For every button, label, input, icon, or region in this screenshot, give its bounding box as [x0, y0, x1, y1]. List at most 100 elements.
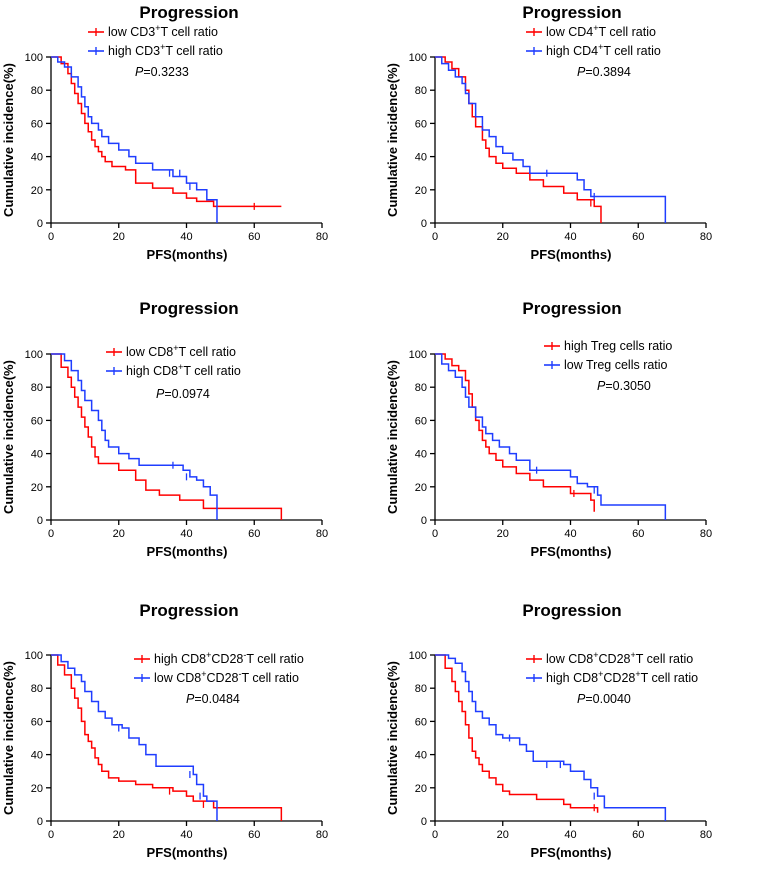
y-axis-title: Cumulative incidence(%)	[385, 360, 400, 514]
y-tick-label: 60	[415, 415, 427, 427]
x-tick-label: 80	[316, 829, 328, 841]
y-tick-label: 100	[25, 349, 43, 361]
km-panel-3: Progression 0 20 40 60 80 0 20 40 60 80 100 PFS(mont…	[1, 299, 328, 559]
km-panel-4: Progression 0 20 40 60 80 0 20 40 60 80 100 PFS(mont…	[385, 299, 712, 559]
y-tick-label: 40	[415, 750, 427, 762]
legend-label: low CD8+T cell ratio	[126, 343, 236, 359]
x-tick-label: 80	[700, 528, 712, 540]
y-tick-label: 20	[415, 482, 427, 494]
legend-label: high Treg cells ratio	[564, 339, 672, 353]
y-tick-label: 100	[409, 650, 427, 662]
x-tick-label: 60	[632, 231, 644, 243]
km-curve-blue	[51, 353, 218, 520]
y-tick-label: 60	[415, 716, 427, 728]
y-tick-label: 80	[415, 85, 427, 97]
legend-label: low CD8+CD28+T cell ratio	[546, 650, 693, 666]
km-curve-blue	[51, 56, 218, 223]
legend-label: low CD4+T cell ratio	[546, 23, 656, 39]
km-curve-red	[51, 654, 283, 821]
x-axis-title: PFS(months)	[531, 845, 612, 860]
y-tick-label: 20	[31, 482, 43, 494]
x-tick-label: 20	[113, 528, 125, 540]
km-curve-red	[435, 654, 599, 813]
x-axis-title: PFS(months)	[147, 845, 228, 860]
x-tick-label: 20	[497, 528, 509, 540]
p-value: P=0.3894	[577, 65, 631, 79]
y-axis-title: Cumulative incidence(%)	[1, 360, 16, 514]
y-tick-label: 40	[31, 750, 43, 762]
panel-title: Progression	[522, 3, 621, 22]
y-tick-label: 20	[415, 185, 427, 197]
x-tick-label: 20	[113, 829, 125, 841]
y-tick-label: 0	[421, 816, 427, 828]
km-curve-red	[51, 353, 283, 520]
km-curve-red	[435, 56, 602, 223]
x-tick-label: 40	[564, 231, 576, 243]
x-tick-label: 0	[48, 231, 54, 243]
y-axis-title: Cumulative incidence(%)	[1, 63, 16, 217]
x-tick-label: 80	[316, 231, 328, 243]
km-curve-blue	[435, 56, 667, 223]
x-tick-label: 40	[564, 829, 576, 841]
x-tick-label: 60	[248, 829, 260, 841]
km-curve-blue	[435, 654, 667, 821]
x-tick-label: 80	[700, 231, 712, 243]
y-tick-label: 80	[31, 683, 43, 695]
km-curve-red	[435, 353, 595, 512]
y-tick-label: 40	[31, 152, 43, 164]
panel-title: Progression	[139, 3, 238, 22]
km-curve-blue	[51, 654, 218, 821]
legend-label: high CD8+T cell ratio	[126, 362, 241, 378]
y-tick-label: 0	[421, 218, 427, 230]
legend-label: high CD8+CD28+T cell ratio	[546, 669, 698, 685]
y-tick-label: 100	[409, 349, 427, 361]
y-tick-label: 60	[31, 415, 43, 427]
p-value: P=0.0484	[186, 692, 240, 706]
panel-title: Progression	[139, 601, 238, 620]
y-tick-label: 20	[31, 783, 43, 795]
y-tick-label: 80	[31, 85, 43, 97]
p-value: P=0.3050	[597, 379, 651, 393]
x-tick-label: 20	[497, 829, 509, 841]
x-tick-label: 0	[48, 528, 54, 540]
y-tick-label: 60	[31, 118, 43, 130]
panel-title: Progression	[522, 299, 621, 318]
legend-label: high CD4+T cell ratio	[546, 42, 661, 58]
y-axis-title: Cumulative incidence(%)	[1, 661, 16, 815]
x-tick-label: 80	[700, 829, 712, 841]
legend-label: high CD8+CD28-T cell ratio	[154, 650, 304, 666]
x-tick-label: 0	[432, 528, 438, 540]
p-value: P=0.0974	[156, 387, 210, 401]
y-tick-label: 80	[31, 382, 43, 394]
km-curve-red	[51, 56, 282, 208]
legend-label: low Treg cells ratio	[564, 358, 668, 372]
y-tick-label: 60	[415, 118, 427, 130]
x-axis-title: PFS(months)	[531, 247, 612, 262]
km-panel-2: Progression 0 20 40 60 80 0 20 40 60 80 100 PFS(mont…	[385, 3, 712, 262]
y-tick-label: 40	[415, 152, 427, 164]
x-tick-label: 60	[632, 528, 644, 540]
y-tick-label: 100	[25, 650, 43, 662]
y-tick-label: 40	[31, 449, 43, 461]
y-axis-title: Cumulative incidence(%)	[385, 63, 400, 217]
panel-title: Progression	[522, 601, 621, 620]
y-tick-label: 60	[31, 716, 43, 728]
x-axis-title: PFS(months)	[147, 247, 228, 262]
p-value: P=0.0040	[577, 692, 631, 706]
x-tick-label: 0	[432, 829, 438, 841]
x-tick-label: 60	[248, 528, 260, 540]
y-tick-label: 100	[409, 52, 427, 64]
km-panel-5: Progression 0 20 40 60 80 0 20 40 60 80 100 PFS(mont…	[1, 601, 328, 860]
panel-title: Progression	[139, 299, 238, 318]
x-tick-label: 40	[180, 829, 192, 841]
y-tick-label: 40	[415, 449, 427, 461]
km-curve-blue	[435, 353, 667, 520]
legend-label: low CD8+CD28-T cell ratio	[154, 669, 299, 685]
x-axis-title: PFS(months)	[147, 544, 228, 559]
x-tick-label: 0	[48, 829, 54, 841]
x-tick-label: 40	[180, 231, 192, 243]
y-tick-label: 0	[37, 218, 43, 230]
x-tick-label: 60	[632, 829, 644, 841]
y-tick-label: 0	[421, 515, 427, 527]
